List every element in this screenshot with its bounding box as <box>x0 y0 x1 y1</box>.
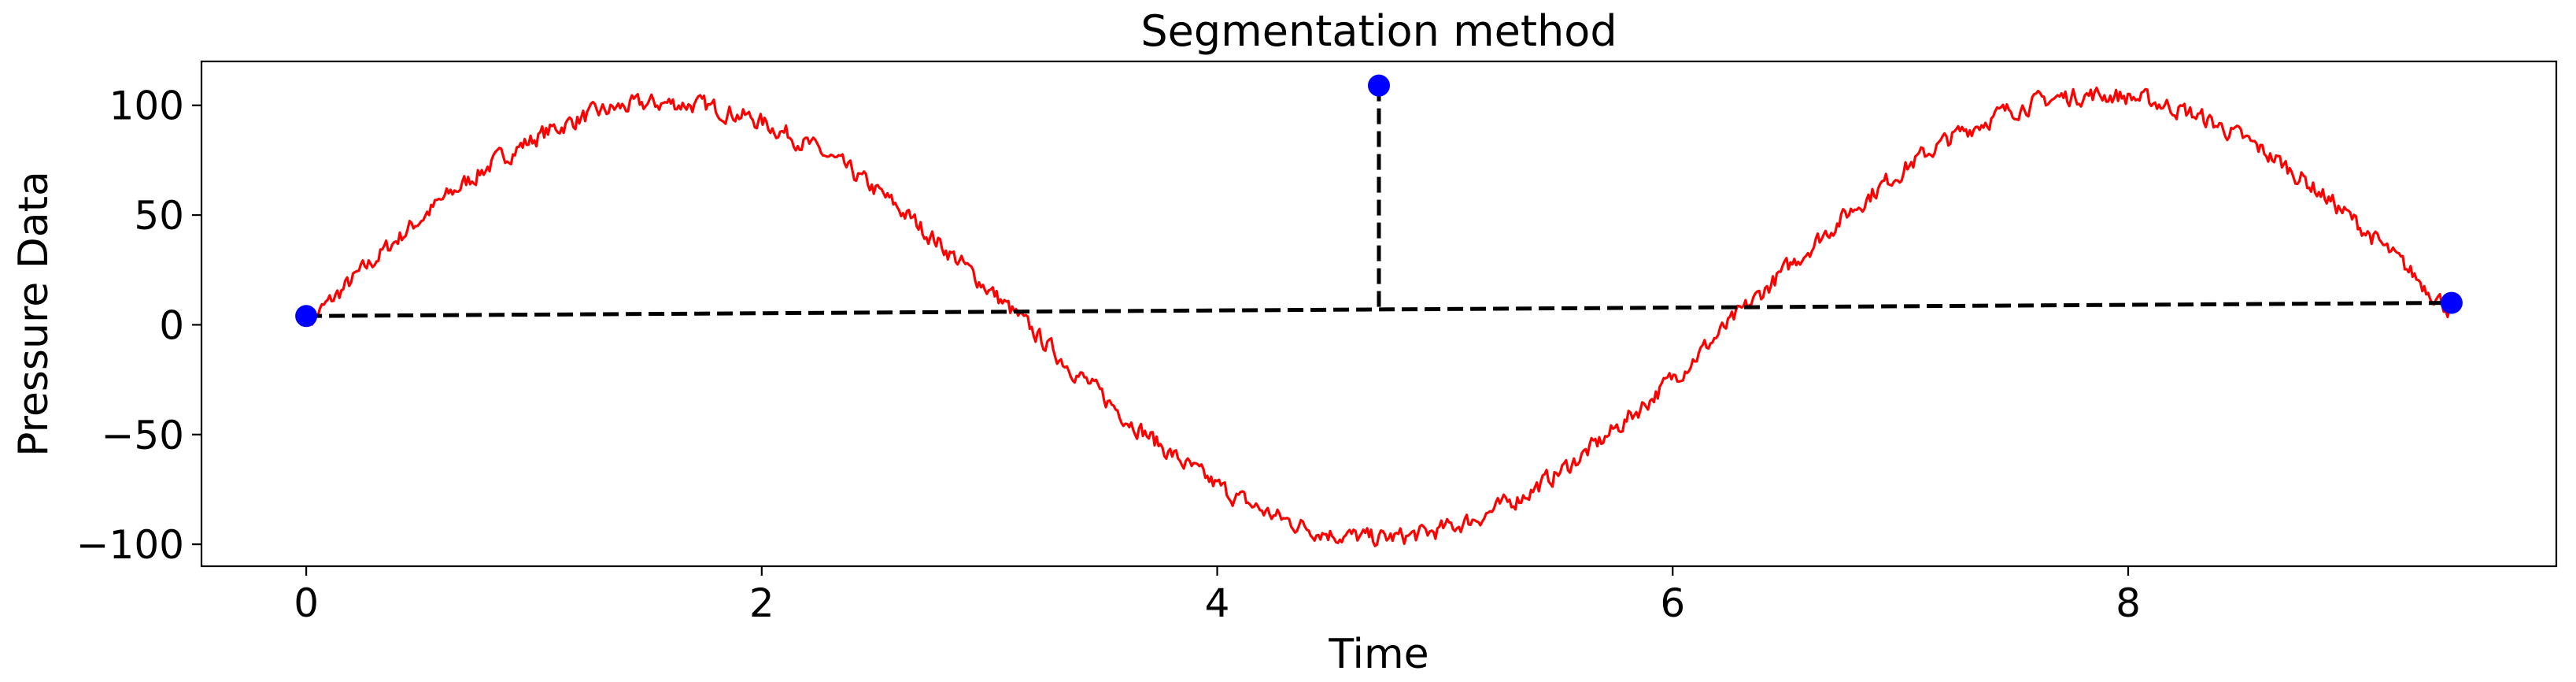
y-tick-label: 100 <box>109 83 184 129</box>
y-tick-label: −50 <box>101 413 184 458</box>
y-axis: −100 −50 0 50 100 <box>76 83 201 568</box>
y-tick-label: 50 <box>134 193 184 239</box>
x-axis-label: Time <box>1328 631 1428 678</box>
series-line-pressure <box>305 86 2453 547</box>
y-tick-label: −100 <box>76 522 184 568</box>
x-tick-label: 6 <box>1660 580 1685 626</box>
x-tick-label: 8 <box>2116 580 2141 626</box>
x-tick-label: 2 <box>749 580 774 626</box>
y-tick-label: 0 <box>159 302 184 348</box>
segmentation-point <box>295 305 318 328</box>
chart-title: Segmentation method <box>1140 6 1617 56</box>
x-axis: 0 2 4 6 8 <box>294 566 2141 626</box>
y-axis-label: Pressure Data <box>10 171 57 457</box>
plot-area <box>295 74 2463 547</box>
segmentation-dashed-line <box>306 301 2452 318</box>
segmentation-point <box>2440 291 2463 314</box>
x-tick-label: 0 <box>294 580 319 626</box>
x-tick-label: 4 <box>1205 580 1230 626</box>
segmentation-point <box>1368 74 1390 97</box>
axes-frame <box>200 60 2558 568</box>
